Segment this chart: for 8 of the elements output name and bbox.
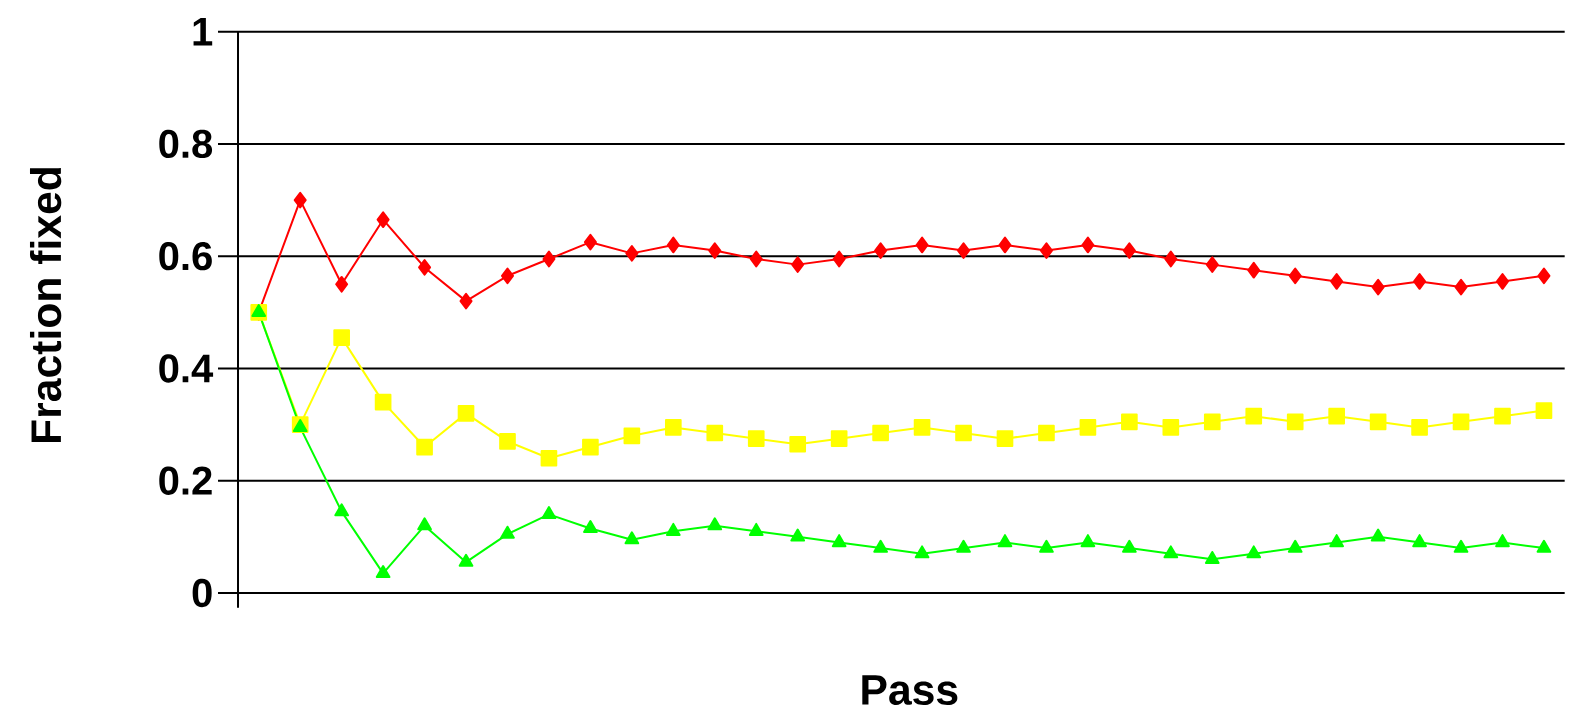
y-tick-label: 0.6 (159, 242, 212, 271)
y-tick-label: 0.8 (159, 129, 213, 159)
y-tick-label: 1 (193, 17, 213, 46)
y-tick-label: 0.4 (159, 354, 214, 383)
y-tick-label: 0.2 (159, 466, 212, 495)
y-axis-title: Fraction fixed (29, 168, 62, 443)
y-tick-label: 0 (192, 578, 212, 608)
x-axis-title: Pass (862, 675, 958, 705)
